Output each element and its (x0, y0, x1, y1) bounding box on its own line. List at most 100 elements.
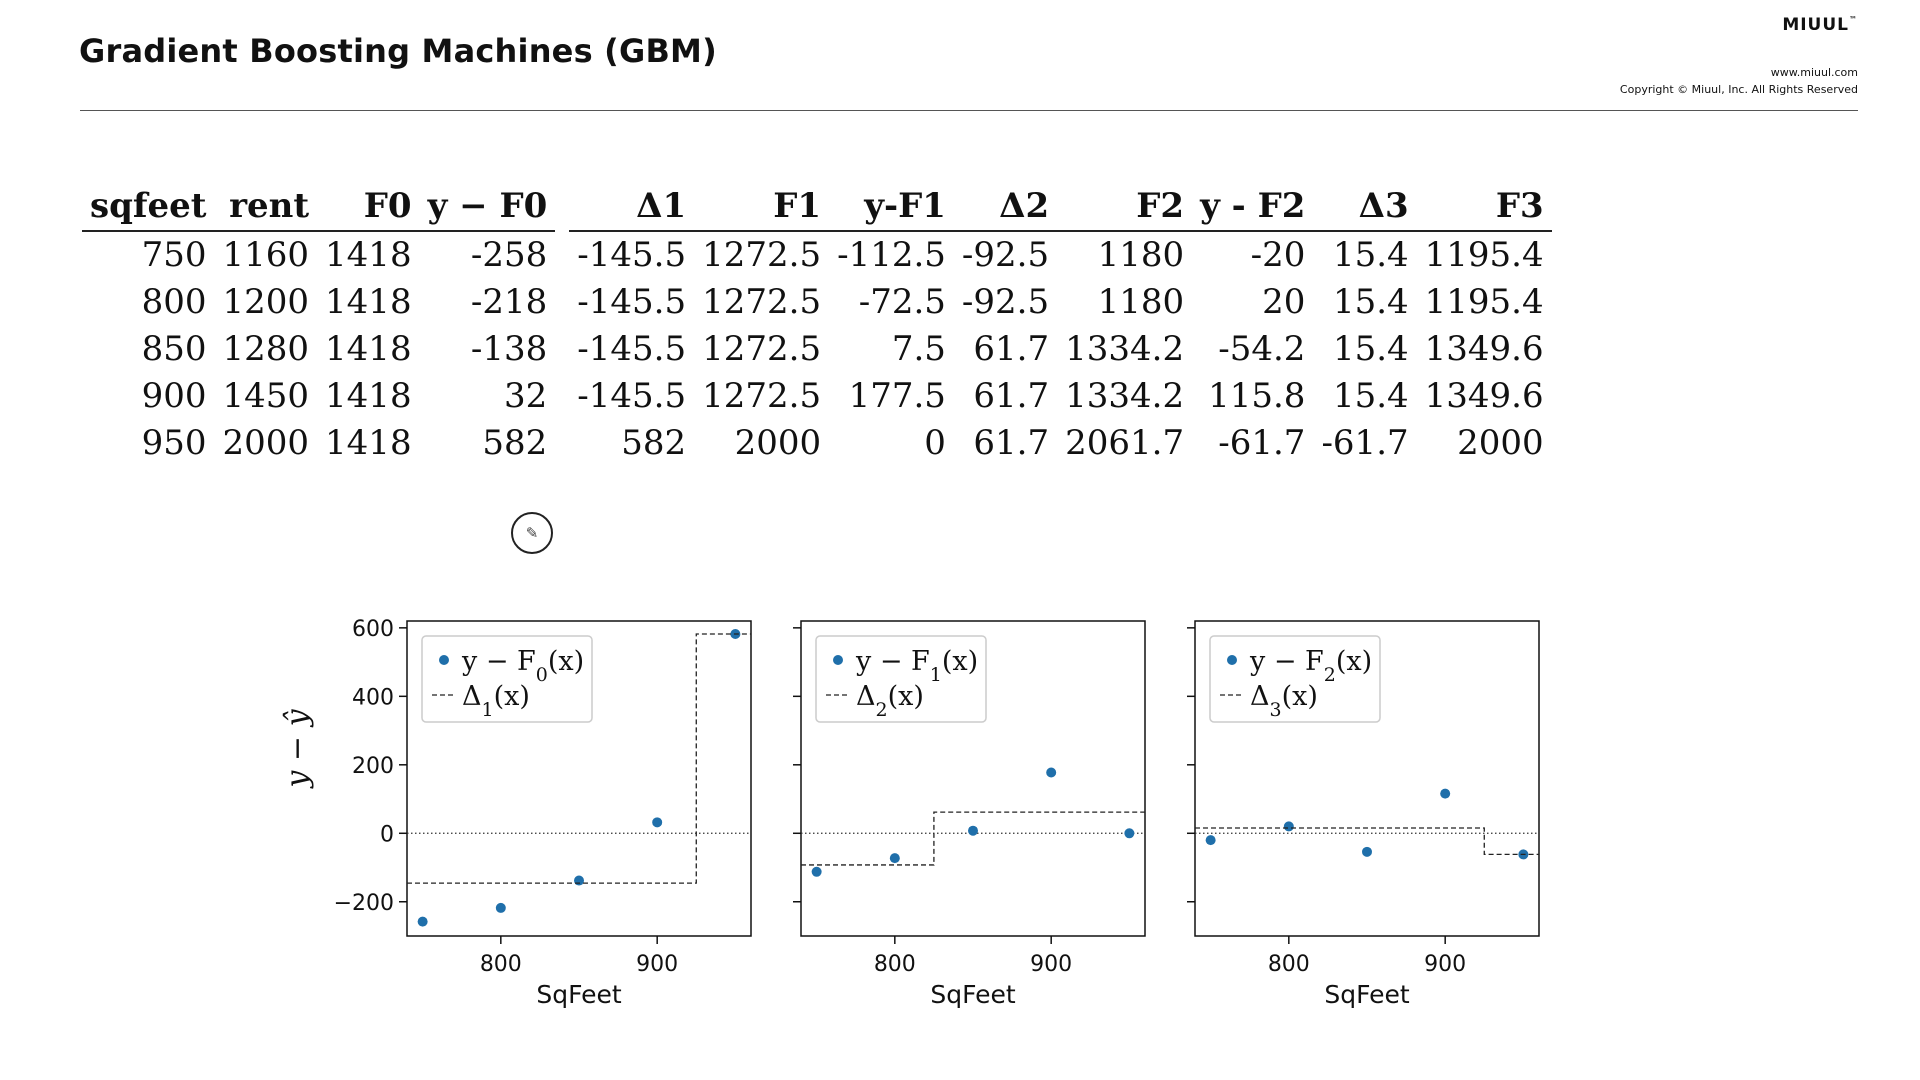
table-cell: -138 (470, 329, 548, 369)
step-function-line (407, 633, 751, 884)
table-cell: 850 (141, 329, 207, 369)
column-header: y − F0 (419, 186, 556, 232)
legend-label: Δ2(x) (856, 681, 924, 721)
table-cell: 1272.5 (702, 376, 822, 416)
table-row: 900 1450 1418 32 -145.5 1272.5 177.5 61.7 1334.2… (82, 373, 1552, 420)
column-header: F1 (694, 186, 830, 232)
legend-label: y − F2(x) (1249, 646, 1372, 686)
table-cell: 800 (141, 282, 207, 322)
table-row: 950 2000 1418 582 582 2000 0 61.7 2061.7 -61.7 -61… (82, 420, 1552, 467)
table-cell: 2000 (1457, 423, 1544, 463)
column-header: Δ3 (1313, 186, 1417, 232)
table-cell: 1418 (325, 329, 412, 369)
copyright-notice: Copyright © Miuul, Inc. All Rights Reser… (1619, 83, 1858, 96)
table-cell: 1200 (222, 282, 310, 322)
table-cell: 1418 (325, 282, 412, 322)
table-cell: 582 (482, 423, 548, 463)
table-cell: 115.8 (1208, 376, 1306, 416)
table-cell: -92.5 (961, 235, 1050, 275)
table-cell: -145.5 (577, 329, 687, 369)
legend-box (421, 635, 593, 723)
table-cell: -145.5 (577, 282, 687, 322)
residual-point (968, 825, 978, 836)
table-cell: 1160 (222, 235, 310, 275)
column-header: y-F1 (829, 186, 954, 232)
residual-point (495, 902, 506, 913)
table-cell: 2000 (734, 423, 822, 463)
column-header: rent (214, 186, 318, 232)
trademark-mark: ™ (1849, 15, 1858, 24)
table-cell: 1418 (325, 376, 412, 416)
legend-label: Δ3(x) (1250, 681, 1318, 721)
brand-logo: MIUUL™ (1782, 15, 1858, 35)
x-tick-label: 800 (1268, 952, 1310, 977)
table-cell: 2061.7 (1065, 423, 1185, 463)
step-function-line (1195, 827, 1539, 856)
residual-point (574, 875, 584, 886)
header-divider (80, 110, 1858, 111)
residual-point (889, 853, 900, 864)
legend-label: y − F1(x) (855, 646, 978, 686)
legend-box (1209, 635, 1381, 723)
legend-point-marker (1227, 655, 1237, 665)
website-url: www.miuul.com (1770, 66, 1858, 79)
y-tick-label: 600 (352, 617, 394, 642)
column-header: sqfeet (82, 186, 215, 232)
residual-point (1440, 788, 1451, 799)
step-function-line (801, 811, 1145, 866)
legend-box (815, 635, 987, 723)
table-header-row: sqfeet rent F0 y − F0 Δ1 F1 y-F1 Δ2 F2 y… (82, 186, 1552, 232)
table-cell: 15.4 (1332, 376, 1409, 416)
table-cell: 900 (141, 376, 207, 416)
residual-point (1124, 828, 1135, 839)
table-cell: 20 (1262, 282, 1306, 322)
y-tick-label: 0 (380, 822, 394, 847)
table-cell: 15.4 (1332, 235, 1409, 275)
gbm-iteration-table: sqfeet rent F0 y − F0 Δ1 F1 y-F1 Δ2 F2 y… (82, 186, 1552, 467)
brand-name: MIUUL (1782, 15, 1849, 35)
table-cell: 1349.6 (1424, 376, 1544, 416)
plot-frame (1194, 620, 1540, 937)
y-axis-label: y − ŷ (280, 708, 315, 789)
table-row: 800 1200 1418 -218 -145.5 1272.5 -72.5 -92.5 118… (82, 279, 1552, 326)
table-row: 750 1160 1418 -258 -145.5 1272.5 -112.5 -92.5 11… (82, 232, 1552, 279)
residual-point (652, 817, 663, 828)
table-cell: -145.5 (577, 235, 687, 275)
residual-point (1283, 821, 1294, 832)
table-cell: 1418 (325, 423, 412, 463)
x-axis-label: SqFeet (930, 980, 1016, 1009)
column-header: Δ1 (569, 186, 695, 232)
table-cell: 1334.2 (1065, 376, 1185, 416)
table-cell: -112.5 (837, 235, 946, 275)
table-cell: 2000 (222, 423, 310, 463)
pencil-icon[interactable]: ✎ (511, 512, 553, 554)
chart-panel-3: 800 900 SqFeet y − F2(x)Δ3(x) (1187, 620, 1540, 1009)
table-cell: 32 (504, 376, 548, 416)
column-header: F3 (1416, 186, 1552, 232)
table-cell: 15.4 (1332, 282, 1409, 322)
table-cell: -61.7 (1218, 423, 1306, 463)
table-cell: 1195.4 (1424, 282, 1544, 322)
column-header: F2 (1057, 186, 1193, 232)
table-cell: -54.2 (1218, 329, 1306, 369)
plot-frame (800, 620, 1146, 937)
table-cell: -218 (470, 282, 548, 322)
column-header: y - F2 (1192, 186, 1314, 232)
table-cell: 1180 (1097, 282, 1185, 322)
residual-point (417, 916, 428, 927)
table-cell: 1272.5 (702, 235, 822, 275)
table-cell: 750 (141, 235, 207, 275)
y-tick-label: −200 (334, 891, 394, 916)
column-header: Δ2 (953, 186, 1058, 232)
table-cell: -72.5 (858, 282, 946, 322)
x-axis-label: SqFeet (1324, 980, 1410, 1009)
table-cell: 177.5 (848, 376, 946, 416)
x-tick-label: 800 (480, 952, 522, 977)
table-cell: 582 (621, 423, 687, 463)
table-cell: 1450 (222, 376, 310, 416)
page-title: Gradient Boosting Machines (GBM) (79, 32, 717, 70)
table-cell: 0 (924, 423, 946, 463)
x-tick-label: 800 (874, 952, 916, 977)
x-tick-label: 900 (1030, 952, 1072, 977)
